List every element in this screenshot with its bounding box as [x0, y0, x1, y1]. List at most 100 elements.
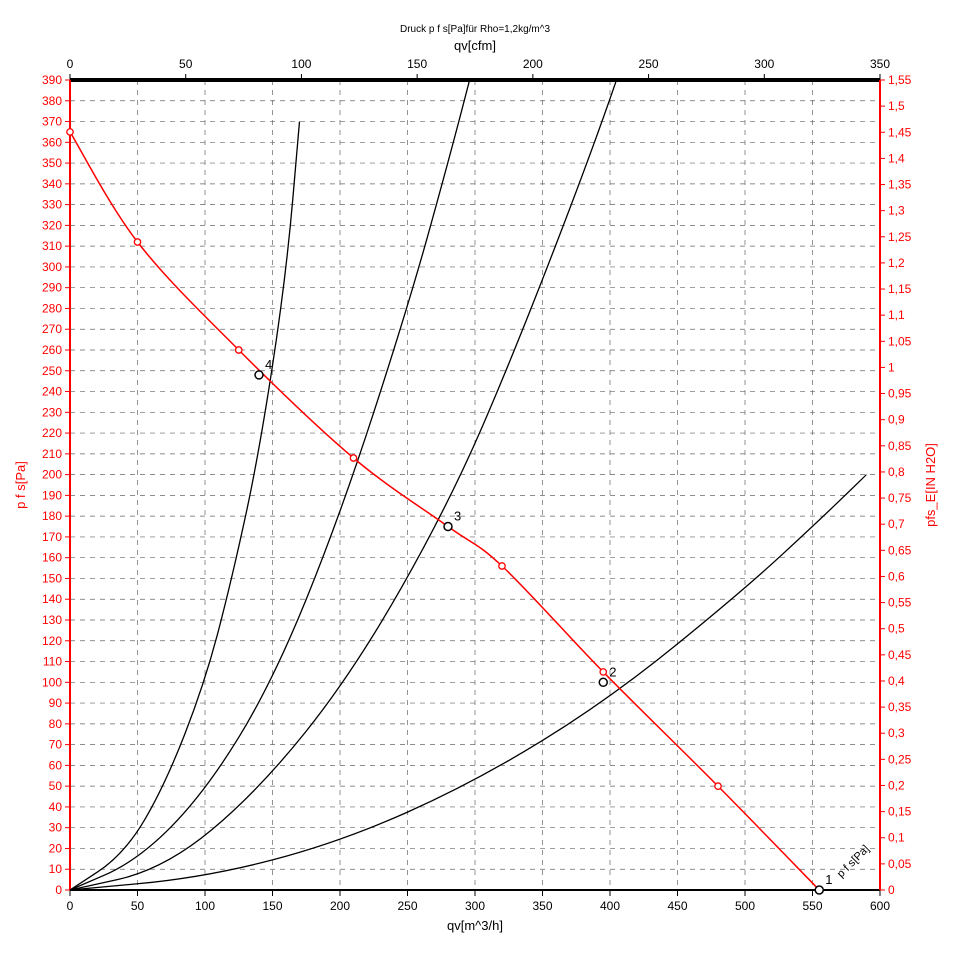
tick-label-right: 0,85: [888, 439, 912, 453]
tick-label-right: 0,55: [888, 596, 912, 610]
tick-label-left: 70: [49, 738, 63, 752]
tick-label-left: 200: [42, 468, 62, 482]
tick-label-bottom: 0: [67, 899, 74, 913]
tick-label-top: 200: [523, 57, 543, 71]
tick-label-left: 190: [42, 488, 62, 502]
op-point-label: 2: [609, 664, 616, 679]
tick-label-bottom: 200: [330, 899, 350, 913]
tick-label-right: 0,95: [888, 387, 912, 401]
op-point-marker: [815, 886, 823, 894]
op-point-label: 4: [265, 357, 272, 372]
tick-label-left: 110: [43, 655, 62, 669]
op-point-label: 1: [825, 872, 832, 887]
tick-label-left: 220: [42, 426, 62, 440]
tick-label-bottom: 450: [667, 899, 687, 913]
tick-label-right: 0,5: [888, 622, 905, 636]
tick-label-left: 130: [42, 613, 62, 627]
tick-label-left: 120: [42, 634, 62, 648]
tick-label-left: 40: [49, 800, 63, 814]
tick-label-bottom: 550: [802, 899, 822, 913]
tick-label-left: 230: [42, 405, 62, 419]
tick-label-top: 350: [870, 57, 890, 71]
tick-label-left: 260: [42, 343, 62, 357]
tick-label-right: 1,2: [888, 256, 905, 270]
tick-label-top: 150: [407, 57, 427, 71]
tick-label-right: 0,75: [888, 491, 912, 505]
tick-label-left: 50: [49, 779, 63, 793]
tick-label-bottom: 600: [870, 899, 890, 913]
tick-label-right: 1,15: [888, 282, 912, 296]
tick-label-right: 0,65: [888, 543, 912, 557]
chart-svg: 050100150200250300350400450500550600qv[m…: [0, 0, 961, 964]
tick-label-left: 0: [55, 883, 62, 897]
tick-label-left: 140: [42, 592, 62, 606]
tick-label-top: 250: [639, 57, 659, 71]
tick-label-left: 170: [42, 530, 62, 544]
tick-label-left: 350: [42, 156, 62, 170]
tick-label-left: 380: [42, 94, 62, 108]
x-bottom-label: qv[m^3/h]: [447, 918, 503, 933]
y-right-label: pfs_E[IN H2O]: [923, 443, 938, 527]
op-point-label: 3: [454, 509, 461, 524]
op-point-marker: [255, 371, 263, 379]
tick-label-left: 360: [42, 135, 62, 149]
fan-curve-marker: [350, 455, 356, 461]
tick-label-bottom: 100: [195, 899, 215, 913]
tick-label-left: 150: [42, 571, 62, 585]
tick-label-right: 0,7: [888, 517, 905, 531]
tick-label-left: 250: [42, 364, 62, 378]
tick-label-left: 100: [42, 675, 62, 689]
tick-label-top: 100: [291, 57, 311, 71]
tick-label-right: 1,05: [888, 334, 912, 348]
tick-label-top: 50: [179, 57, 193, 71]
tick-label-left: 210: [42, 447, 62, 461]
x-top-label: qv[cfm]: [454, 38, 496, 53]
tick-label-right: 0,6: [888, 569, 905, 583]
op-point-marker: [444, 523, 452, 531]
tick-label-right: 1,3: [888, 204, 905, 218]
tick-label-right: 1,35: [888, 178, 912, 192]
tick-label-left: 10: [49, 862, 63, 876]
tick-label-left: 290: [42, 281, 62, 295]
tick-label-right: 0,15: [888, 805, 912, 819]
tick-label-left: 330: [42, 198, 62, 212]
tick-label-top: 0: [67, 57, 74, 71]
tick-label-left: 60: [49, 758, 63, 772]
tick-label-right: 0: [888, 883, 895, 897]
tick-label-bottom: 150: [262, 899, 282, 913]
tick-label-right: 0,35: [888, 700, 912, 714]
tick-label-bottom: 300: [465, 899, 485, 913]
tick-label-bottom: 400: [600, 899, 620, 913]
tick-label-left: 30: [49, 821, 63, 835]
tick-label-right: 0,9: [888, 413, 905, 427]
tick-label-bottom: 50: [131, 899, 145, 913]
fan-curve-marker: [236, 347, 242, 353]
tick-label-right: 0,45: [888, 648, 912, 662]
tick-label-right: 1,45: [888, 125, 912, 139]
system-curve-s1: [70, 475, 867, 890]
tick-label-right: 1,1: [888, 308, 905, 322]
tick-label-top: 300: [754, 57, 774, 71]
tick-label-left: 340: [42, 177, 62, 191]
tick-label-right: 1,55: [888, 73, 912, 87]
tick-label-left: 20: [49, 841, 63, 855]
tick-label-right: 0,1: [888, 831, 905, 845]
tick-label-right: 0,25: [888, 752, 912, 766]
chart-title: Druck p f s[Pa]für Rho=1,2kg/m^3: [400, 24, 550, 35]
tick-label-left: 160: [42, 551, 62, 565]
y-left-label: p f s[Pa]: [13, 461, 28, 509]
tick-label-right: 0,3: [888, 726, 905, 740]
tick-label-left: 240: [42, 385, 62, 399]
tick-label-left: 310: [42, 239, 62, 253]
tick-label-right: 1,25: [888, 230, 912, 244]
tick-label-right: 0,05: [888, 857, 912, 871]
tick-label-left: 370: [42, 115, 62, 129]
tick-label-right: 0,8: [888, 465, 905, 479]
system-curve-s2: [70, 0, 651, 890]
fan-curve: [70, 132, 819, 890]
tick-label-left: 80: [49, 717, 63, 731]
tick-label-bottom: 350: [532, 899, 552, 913]
chart-container: 050100150200250300350400450500550600qv[m…: [0, 0, 961, 964]
tick-label-right: 0,4: [888, 674, 905, 688]
tick-label-left: 90: [49, 696, 63, 710]
